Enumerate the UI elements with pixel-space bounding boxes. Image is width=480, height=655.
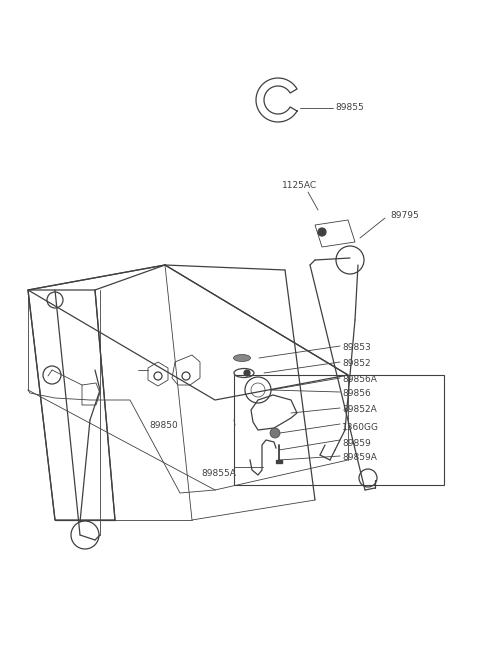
Text: 89859: 89859 — [342, 440, 371, 449]
Circle shape — [270, 428, 280, 438]
Ellipse shape — [233, 354, 251, 362]
Bar — [234, 375, 444, 485]
Text: 89852: 89852 — [342, 360, 371, 369]
Text: 1125AC: 1125AC — [282, 181, 318, 189]
Text: 89852A: 89852A — [342, 405, 377, 415]
Text: 89850: 89850 — [149, 421, 178, 430]
Bar — [276, 460, 282, 463]
Text: 1360GG: 1360GG — [342, 424, 379, 432]
Text: 89856: 89856 — [342, 390, 371, 398]
Circle shape — [244, 370, 250, 376]
Circle shape — [318, 228, 326, 236]
Text: 89856A: 89856A — [342, 375, 377, 384]
Text: 89859A: 89859A — [342, 453, 377, 462]
Text: 89855A: 89855A — [201, 468, 236, 477]
Text: 89855: 89855 — [335, 103, 364, 113]
Text: 89853: 89853 — [342, 343, 371, 352]
Text: 89795: 89795 — [390, 210, 419, 219]
